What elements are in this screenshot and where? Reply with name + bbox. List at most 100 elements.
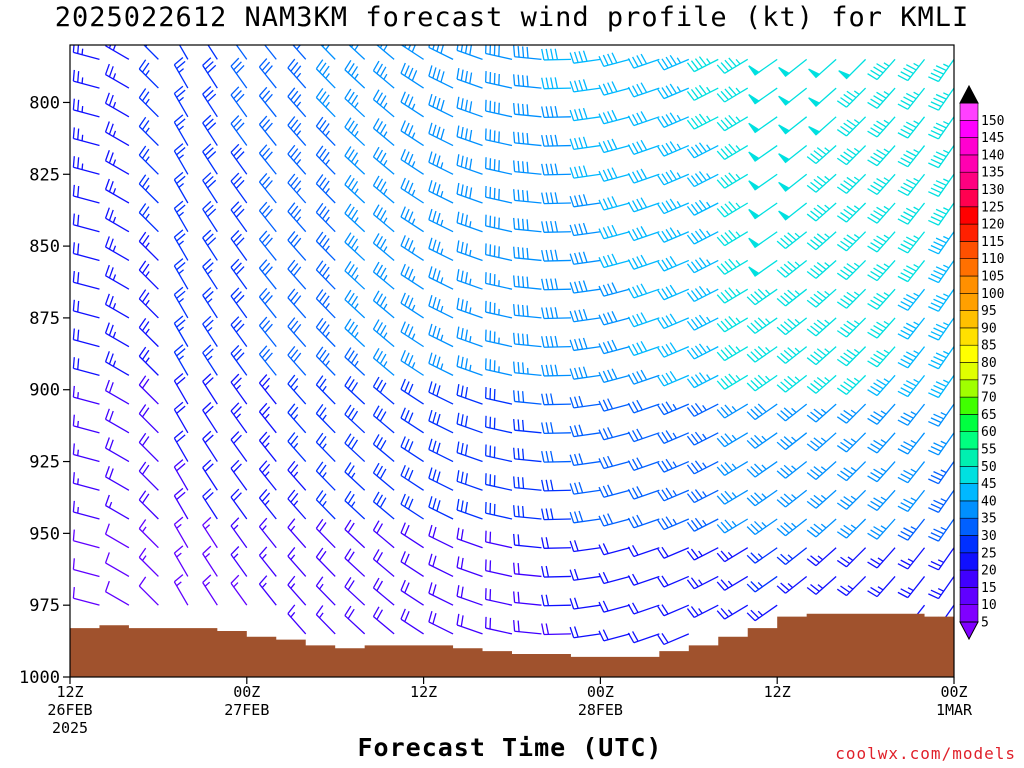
wind-barb (776, 518, 808, 537)
wind-barb (541, 106, 571, 119)
wind-barb (598, 224, 631, 240)
wind-barb (202, 114, 218, 146)
wind-barb (138, 145, 159, 175)
wind-barb (72, 156, 100, 175)
colorbar-swatch (959, 223, 979, 242)
wind-barb (202, 172, 218, 204)
wind-barb (372, 89, 395, 118)
wind-barb (776, 317, 808, 336)
wind-barb (344, 203, 366, 233)
wind-barb (897, 145, 926, 168)
wind-barb (287, 288, 307, 319)
wind-barb (716, 547, 749, 563)
wind-barb (258, 173, 277, 204)
wind-barb (569, 337, 601, 352)
wind-barb (569, 165, 601, 179)
wind-barb (202, 459, 218, 491)
wind-barb (598, 167, 631, 182)
wind-barb (173, 372, 189, 405)
wind-barb (72, 443, 100, 463)
wind-barb (569, 568, 601, 581)
wind-barb (657, 401, 690, 416)
wind-barb (867, 346, 896, 368)
colorbar-swatch (959, 465, 979, 484)
wind-barb (778, 145, 808, 164)
wind-barb (484, 616, 513, 635)
wind-barb (287, 547, 307, 577)
wind-barb (315, 88, 336, 118)
wind-barb (746, 489, 778, 507)
wind-barb (138, 59, 159, 89)
wind-barb (897, 87, 926, 110)
wind-barb (657, 575, 690, 588)
wind-barb (287, 604, 307, 635)
wind-barb (928, 317, 954, 341)
wind-barb (263, 45, 277, 60)
wind-barb (287, 144, 307, 175)
wind-barb (627, 457, 660, 471)
wind-barb (836, 259, 867, 281)
wind-barb (372, 434, 395, 463)
wind-barb (400, 91, 424, 118)
wind-barb (104, 264, 130, 290)
wind-barb (104, 322, 130, 348)
colorbar-label: 80 (981, 356, 997, 371)
wind-barb (598, 339, 631, 355)
wind-barb (230, 115, 248, 146)
wind-barb (104, 45, 130, 60)
chart-title: 2025022612 NAM3KM forecast wind profile … (54, 2, 970, 33)
wind-barb (716, 229, 749, 247)
wind-barb (867, 461, 896, 483)
wind-barb (72, 299, 100, 319)
wind-barb (541, 335, 571, 348)
wind-barb (657, 141, 690, 157)
colorbar-label: 130 (981, 183, 1004, 198)
wind-barb (428, 467, 454, 491)
wind-barb (686, 343, 719, 360)
wind-barb (372, 146, 395, 175)
wind-barb (456, 498, 483, 520)
wind-barb (344, 117, 366, 147)
wind-barb (258, 259, 277, 290)
wind-barb (513, 418, 542, 434)
terrain-layer (70, 613, 954, 677)
wind-barb (456, 441, 483, 463)
wind-barb (456, 326, 483, 348)
wind-barb (428, 266, 454, 290)
colorbar-label: 140 (981, 148, 1004, 163)
wind-barb (344, 490, 366, 520)
wind-barb (456, 154, 483, 175)
wind-barb (202, 315, 218, 347)
colorbar-label: 145 (981, 131, 1004, 146)
wind-barb (428, 553, 454, 578)
colorbar-label: 150 (981, 114, 1004, 129)
wind-barb (372, 606, 395, 635)
wind-barb (513, 131, 542, 147)
wind-barb (138, 490, 159, 520)
wind-barb (746, 432, 778, 449)
wind-barb (287, 202, 307, 233)
wind-barb (657, 198, 690, 215)
colorbar-swatch (959, 414, 979, 432)
wind-barb (657, 169, 690, 186)
wind-barb (400, 579, 424, 606)
wind-barb (372, 233, 395, 261)
wind-barb (173, 459, 189, 491)
colorbar-label: 105 (981, 270, 1004, 285)
wind-barb (806, 173, 837, 193)
wind-barb (202, 344, 218, 376)
wind-barb (400, 350, 424, 376)
wind-barb (806, 374, 837, 394)
wind-barb (513, 45, 542, 61)
wind-barb (456, 297, 483, 319)
wind-barb (230, 344, 248, 376)
wind-barb (104, 351, 130, 376)
wind-barb (400, 378, 424, 405)
wind-barb (776, 575, 808, 594)
wind-barb (657, 284, 690, 301)
wind-barb (456, 182, 483, 204)
wind-barb (541, 220, 571, 233)
wind-barb (344, 232, 366, 261)
wind-barb (456, 125, 483, 147)
wind-barb (686, 113, 719, 130)
